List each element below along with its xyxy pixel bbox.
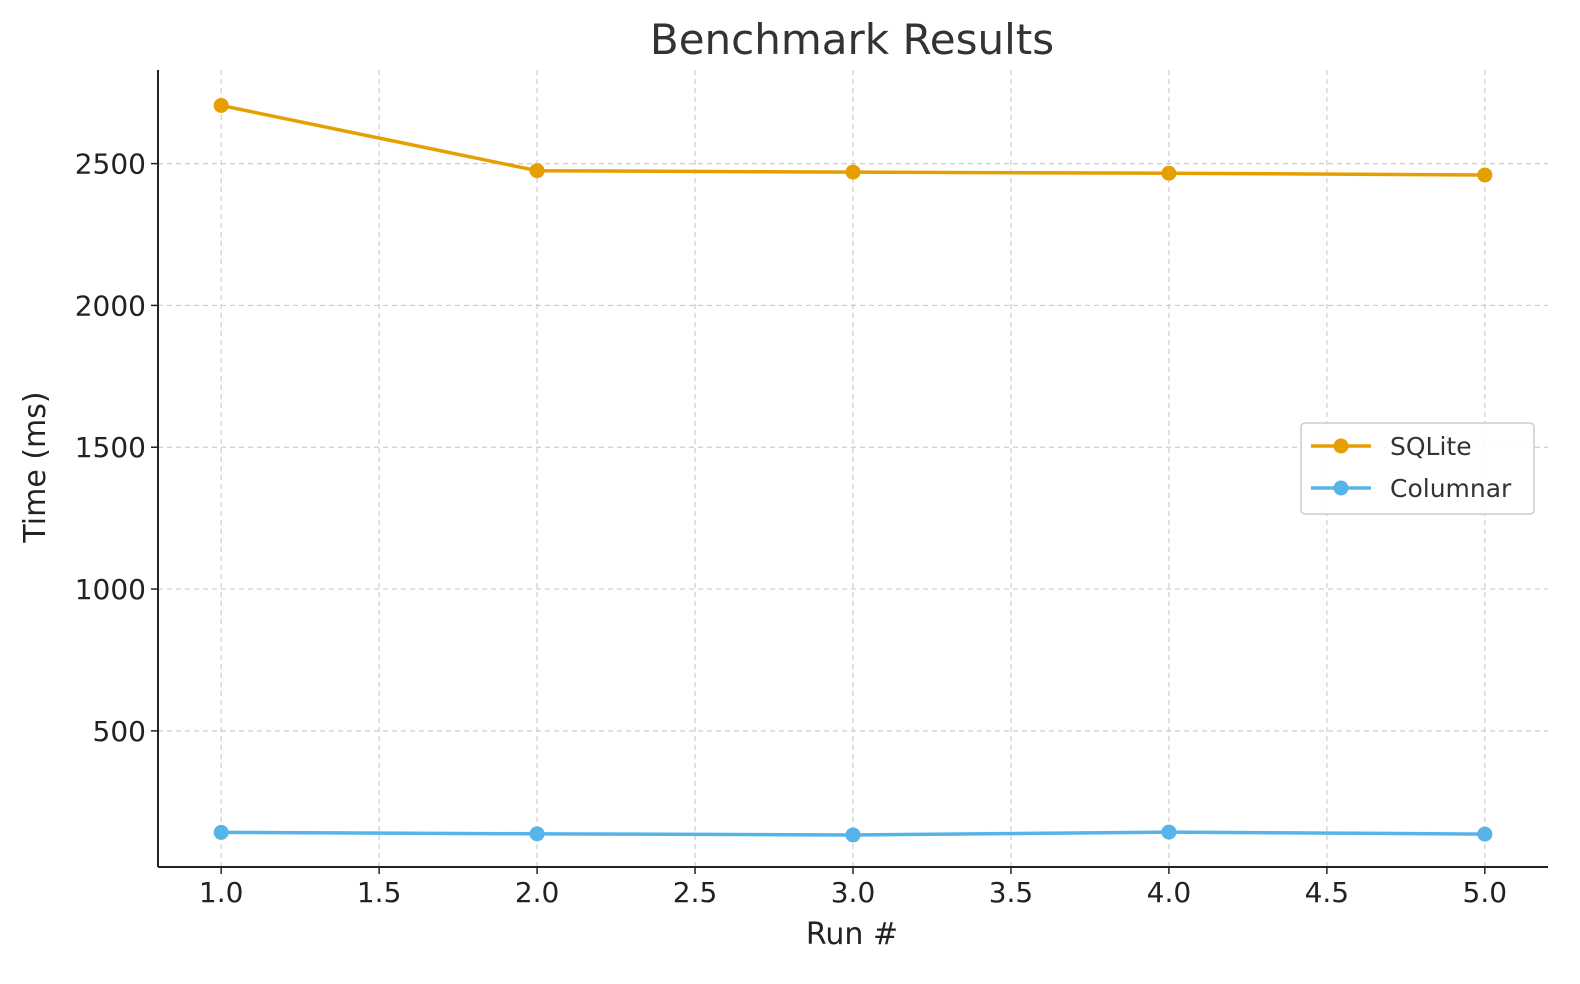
data-point-sqlite (845, 164, 861, 180)
data-point-sqlite (1161, 165, 1177, 181)
data-point-sqlite (529, 163, 545, 179)
legend-label-sqlite: SQLite (1390, 432, 1472, 461)
y-tick-label: 1000 (75, 573, 146, 606)
x-tick-label: 4.0 (1147, 876, 1192, 909)
x-tick-label: 2.5 (673, 876, 718, 909)
x-tick-label: 1.5 (357, 876, 402, 909)
x-tick-label: 3.0 (831, 876, 876, 909)
y-tick-label: 500 (93, 715, 146, 748)
series-layer (213, 97, 1493, 843)
legend-marker-sqlite (1333, 438, 1349, 454)
x-axis-label: Run # (806, 917, 898, 952)
data-point-columnar (845, 827, 861, 843)
x-tick-label: 2.0 (515, 876, 560, 909)
legend-label-columnar: Columnar (1390, 474, 1512, 503)
x-tick-label: 4.5 (1305, 876, 1350, 909)
legend: SQLite Columnar (1300, 422, 1535, 515)
y-axis-label: Time (ms) (18, 391, 53, 543)
y-tick-label: 2500 (75, 148, 146, 181)
data-point-columnar (1161, 824, 1177, 840)
y-tick-label: 1500 (75, 431, 146, 464)
x-tick-label: 3.5 (989, 876, 1034, 909)
data-point-columnar (1477, 826, 1493, 842)
data-point-columnar (213, 824, 229, 840)
chart-title: Benchmark Results (650, 15, 1054, 64)
y-tick-label: 2000 (75, 289, 146, 322)
x-tick-label: 5.0 (1463, 876, 1508, 909)
data-point-columnar (529, 826, 545, 842)
x-tick-label: 1.0 (199, 876, 244, 909)
legend-marker-columnar (1333, 480, 1349, 496)
data-point-sqlite (1477, 167, 1493, 183)
ticks-layer: 1.0 1.5 2.0 2.5 3.0 3.5 4.0 4.5 5.0 500 1000 1500 20… (75, 148, 1507, 909)
data-point-sqlite (213, 97, 229, 113)
